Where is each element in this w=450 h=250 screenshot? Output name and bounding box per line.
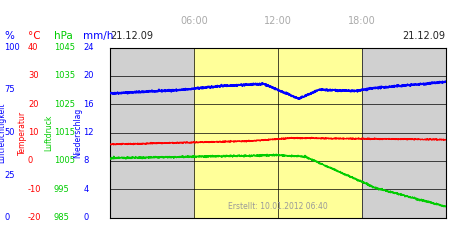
Text: %: % xyxy=(4,31,14,41)
Text: 0: 0 xyxy=(83,213,89,222)
Text: 50: 50 xyxy=(4,128,15,137)
Text: hPa: hPa xyxy=(54,31,73,41)
Text: Luftfeuchtigkeit: Luftfeuchtigkeit xyxy=(0,102,6,163)
Text: 20: 20 xyxy=(83,71,94,80)
Text: 8: 8 xyxy=(83,156,89,165)
Text: 1045: 1045 xyxy=(54,43,75,52)
Text: Niederschlag: Niederschlag xyxy=(73,108,82,158)
Text: 0: 0 xyxy=(4,213,10,222)
Text: 21.12.09: 21.12.09 xyxy=(402,31,446,41)
Text: -20: -20 xyxy=(28,213,41,222)
Text: 1025: 1025 xyxy=(54,100,75,109)
Text: 18:00: 18:00 xyxy=(348,16,376,26)
Text: 100: 100 xyxy=(4,43,20,52)
Text: 1035: 1035 xyxy=(54,71,75,80)
Text: 40: 40 xyxy=(28,43,38,52)
Text: Luftdruck: Luftdruck xyxy=(44,114,53,151)
Text: 4: 4 xyxy=(83,185,89,194)
Text: 21.12.09: 21.12.09 xyxy=(110,31,153,41)
Text: Temperatur: Temperatur xyxy=(18,110,27,154)
Text: 24: 24 xyxy=(83,43,94,52)
Text: 1015: 1015 xyxy=(54,128,75,137)
Text: 06:00: 06:00 xyxy=(180,16,208,26)
Text: 0: 0 xyxy=(28,156,33,165)
Text: 10: 10 xyxy=(28,128,38,137)
Text: Erstellt: 10.01.2012 06:40: Erstellt: 10.01.2012 06:40 xyxy=(228,202,328,211)
Text: °C: °C xyxy=(28,31,40,41)
Bar xyxy=(194,48,362,217)
Text: 985: 985 xyxy=(54,213,70,222)
Text: 1005: 1005 xyxy=(54,156,75,165)
Text: -10: -10 xyxy=(28,185,41,194)
Text: 16: 16 xyxy=(83,100,94,109)
Text: 25: 25 xyxy=(4,170,15,179)
Text: 12:00: 12:00 xyxy=(264,16,292,26)
Text: 995: 995 xyxy=(54,185,70,194)
Text: 30: 30 xyxy=(28,71,39,80)
Text: 20: 20 xyxy=(28,100,38,109)
Text: 12: 12 xyxy=(83,128,94,137)
Text: mm/h: mm/h xyxy=(83,31,113,41)
Text: 75: 75 xyxy=(4,86,15,94)
